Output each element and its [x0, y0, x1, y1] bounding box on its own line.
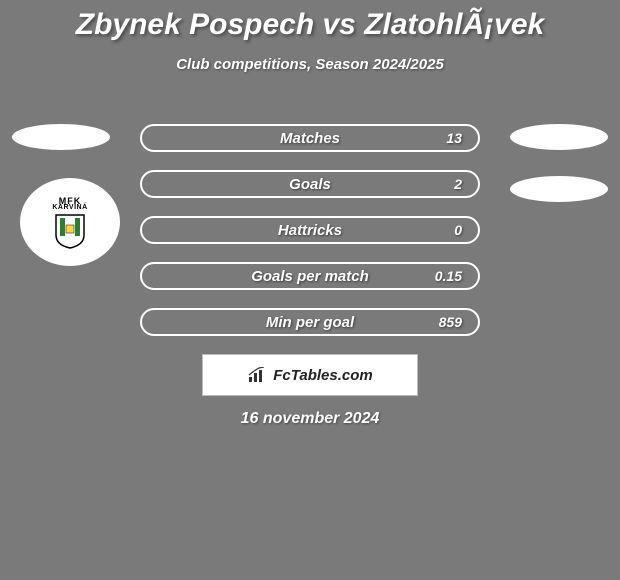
- stat-value: 0: [454, 222, 462, 238]
- player-marker-left: [12, 124, 110, 150]
- subtitle: Club competitions, Season 2024/2025: [0, 56, 620, 73]
- stat-label: Matches: [142, 130, 478, 147]
- stat-row-goals: Goals 2: [140, 170, 480, 198]
- brand-attribution[interactable]: FcTables.com: [202, 354, 418, 396]
- stat-label: Goals per match: [142, 268, 478, 285]
- snapshot-date: 16 november 2024: [0, 410, 620, 428]
- stat-value: 0.15: [435, 268, 462, 284]
- stat-row-goals-per-match: Goals per match 0.15: [140, 262, 480, 290]
- stat-value: 859: [439, 314, 462, 330]
- player-marker-right-2: [510, 176, 608, 202]
- stat-row-hattricks: Hattricks 0: [140, 216, 480, 244]
- stat-row-min-per-goal: Min per goal 859: [140, 308, 480, 336]
- stats-list: Matches 13 Goals 2 Hattricks 0 Goals per…: [140, 124, 480, 354]
- brand-text: FcTables.com: [273, 367, 372, 384]
- player-marker-right-1: [510, 124, 608, 150]
- page-title: Zbynek Pospech vs ZlatohlÃ¡vek: [0, 0, 620, 42]
- chart-icon: [247, 367, 267, 383]
- club-badge: MFK KARVINÁ: [20, 178, 120, 266]
- stat-value: 13: [446, 130, 462, 146]
- stat-value: 2: [454, 176, 462, 192]
- stat-label: Goals: [142, 176, 478, 193]
- stat-label: Hattricks: [142, 222, 478, 239]
- stat-label: Min per goal: [142, 314, 478, 331]
- stat-row-matches: Matches 13: [140, 124, 480, 152]
- badge-shield-icon: [54, 213, 86, 249]
- badge-line2: KARVINÁ: [52, 204, 87, 211]
